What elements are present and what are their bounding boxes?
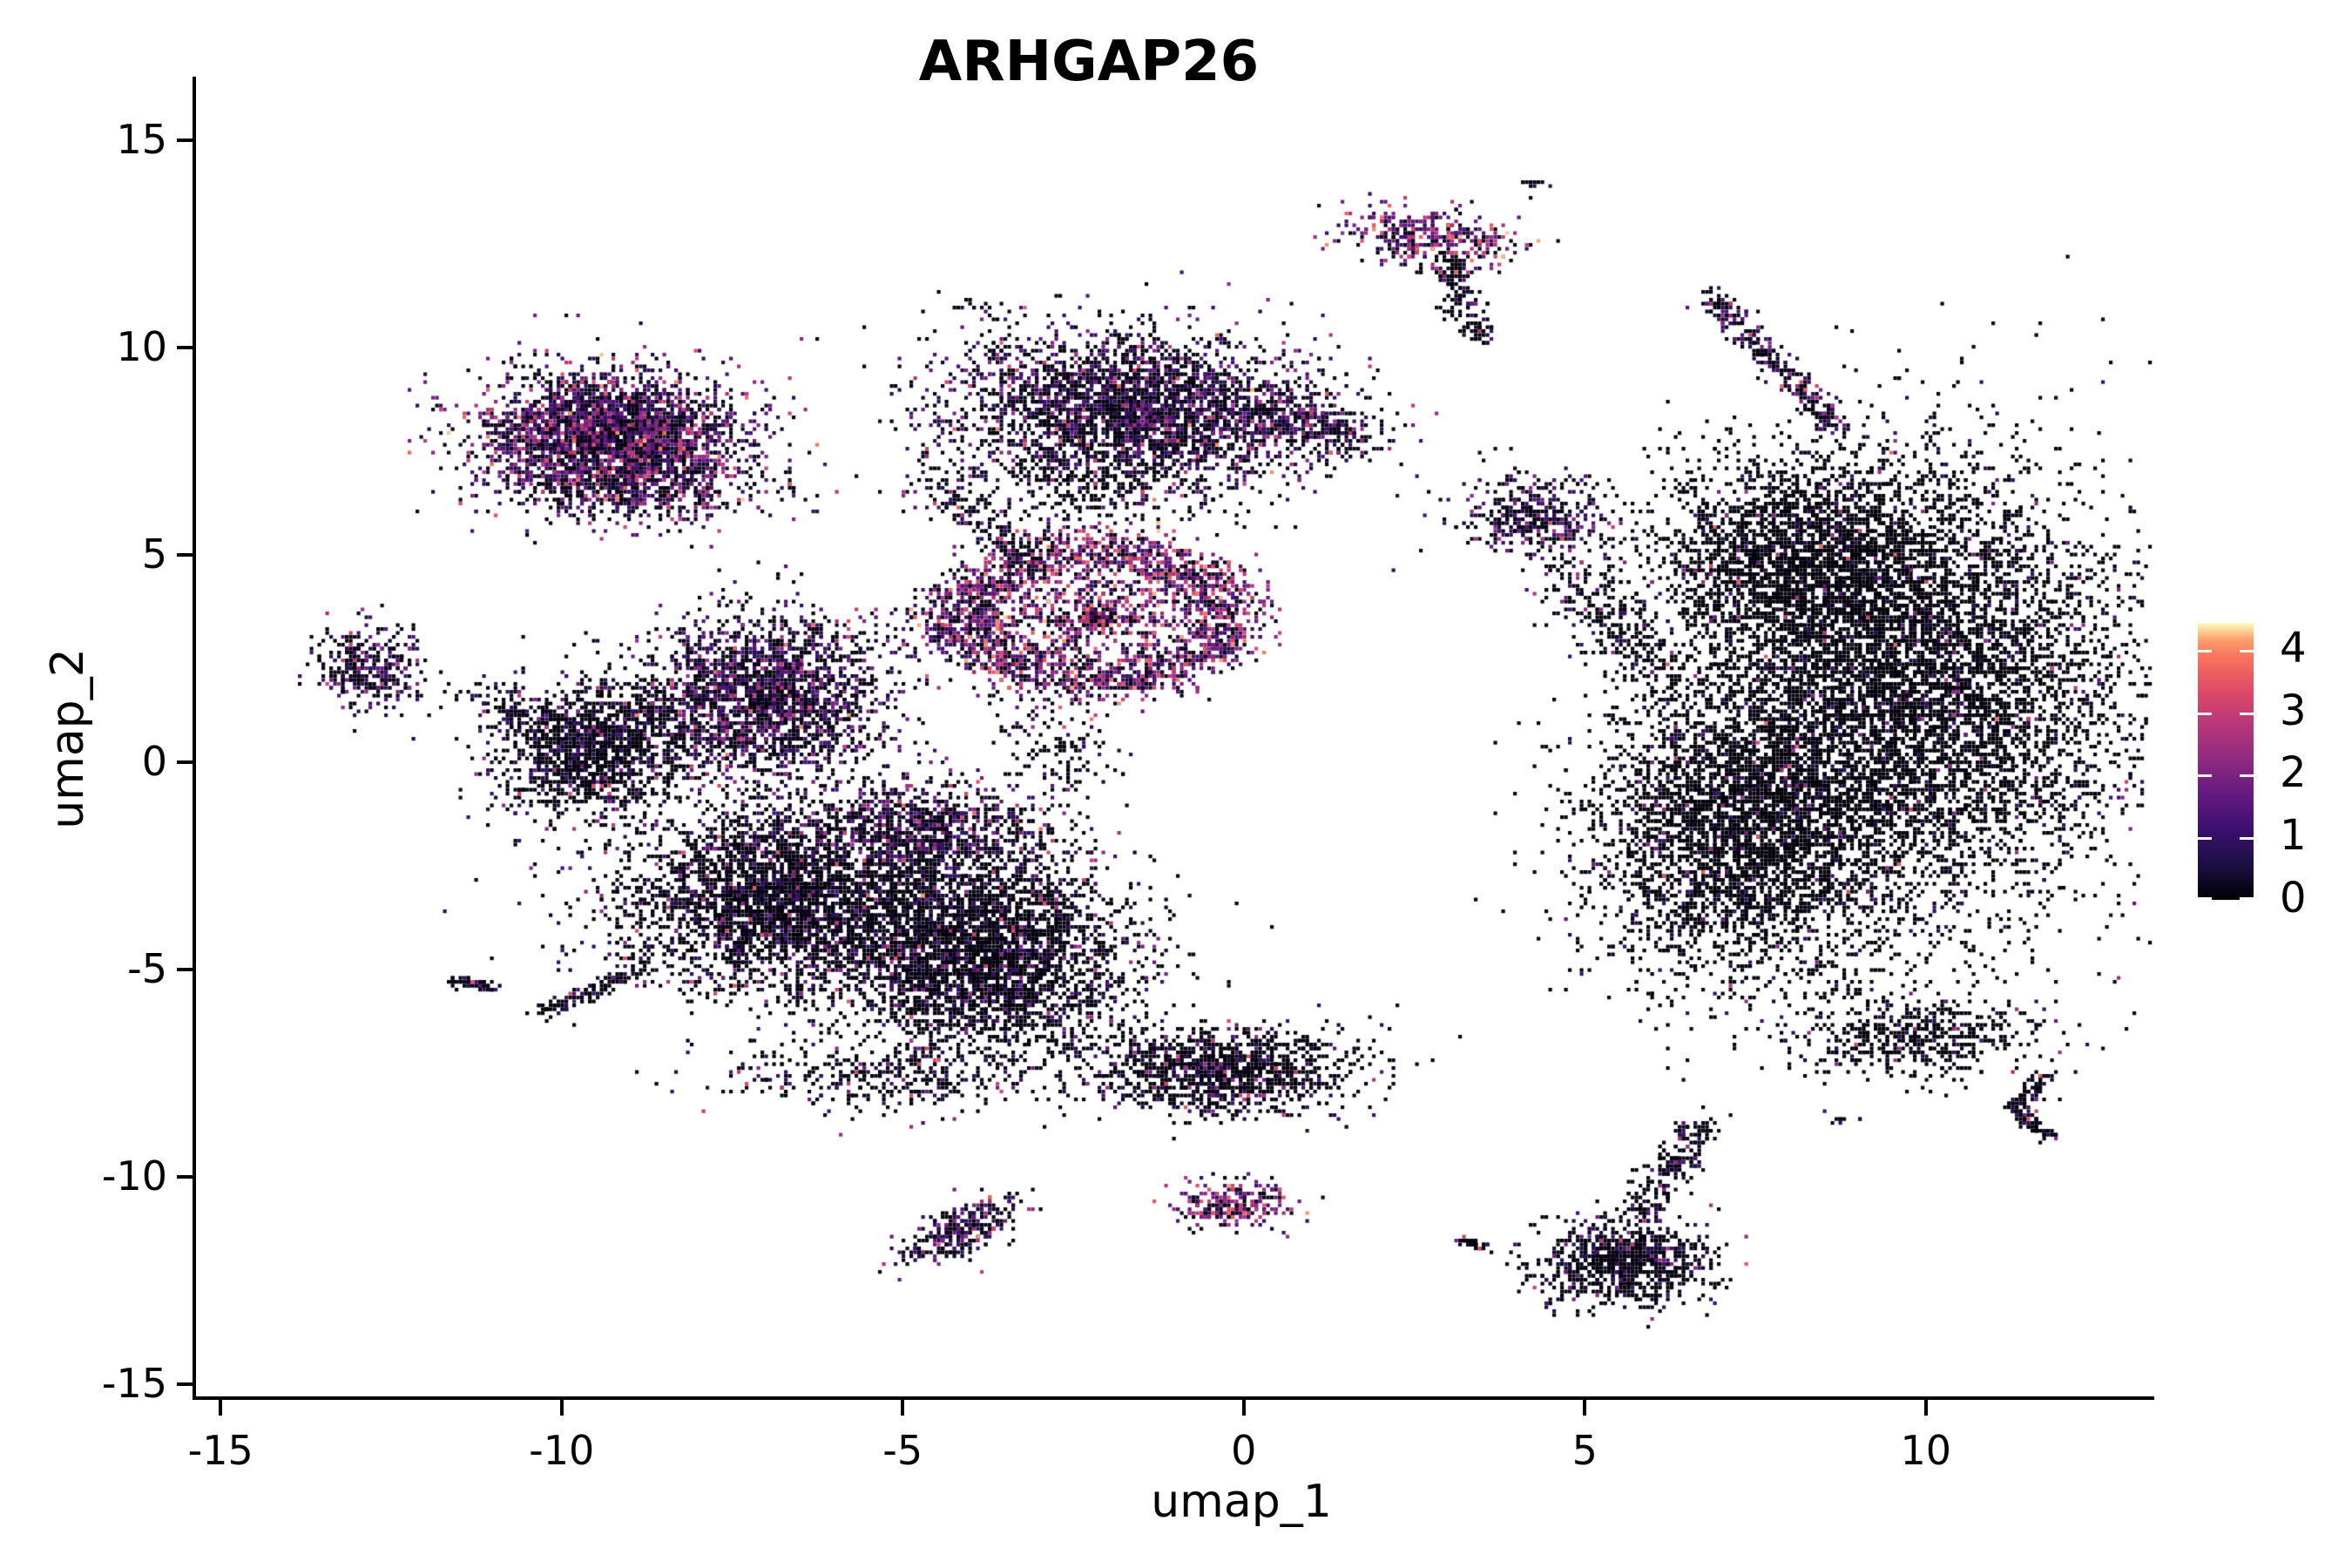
colorbar-tick-mark <box>2198 774 2212 778</box>
x-tick-mark <box>219 1400 223 1416</box>
y-axis-line <box>193 77 196 1400</box>
y-axis-label: umap_2 <box>42 648 94 829</box>
colorbar-tick-label: 1 <box>2280 811 2307 861</box>
colorbar-tick-mark <box>2240 712 2254 715</box>
y-tick-label: 15 <box>116 115 167 163</box>
x-axis-line <box>193 1396 2154 1400</box>
x-tick-label: 0 <box>1231 1427 1257 1474</box>
x-tick-mark <box>1241 1400 1246 1416</box>
y-tick-mark <box>177 345 193 349</box>
colorbar-tick-label: 4 <box>2280 623 2307 672</box>
x-tick-label: -5 <box>882 1427 923 1474</box>
colorbar-tick-mark <box>2240 837 2254 841</box>
y-tick-mark <box>177 138 193 142</box>
colorbar-tick-label: 2 <box>2280 748 2307 798</box>
colorbar-tick-mark <box>2198 712 2212 715</box>
y-tick-label: 10 <box>116 322 167 370</box>
x-tick-mark <box>1923 1400 1928 1416</box>
y-tick-label: -5 <box>127 944 167 992</box>
x-tick-label: 5 <box>1571 1427 1598 1474</box>
colorbar-gradient <box>2198 623 2254 900</box>
colorbar-tick-mark <box>2198 837 2212 841</box>
y-tick-mark <box>177 1174 193 1179</box>
y-tick-label: 5 <box>141 530 167 578</box>
y-tick-mark <box>177 1382 193 1386</box>
x-axis-label: umap_1 <box>1151 1476 1332 1528</box>
colorbar-tick-mark <box>2240 774 2254 778</box>
x-tick-label: -10 <box>529 1427 595 1474</box>
y-tick-label: -10 <box>101 1152 167 1200</box>
colorbar-tick-mark <box>2240 649 2254 652</box>
y-tick-label: -15 <box>101 1359 167 1407</box>
colorbar-tick-mark <box>2240 897 2254 900</box>
colorbar-tick-mark <box>2198 649 2212 652</box>
colorbar-tick-label: 0 <box>2280 874 2307 923</box>
x-tick-mark <box>901 1400 905 1416</box>
y-tick-mark <box>177 760 193 764</box>
x-tick-label: -15 <box>187 1427 253 1474</box>
x-tick-label: 10 <box>1900 1427 1952 1474</box>
colorbar-tick-label: 3 <box>2280 686 2307 735</box>
colorbar-tick-mark <box>2198 897 2212 900</box>
x-tick-mark <box>1583 1400 1587 1416</box>
x-tick-mark <box>559 1400 564 1416</box>
y-tick-mark <box>177 552 193 557</box>
y-tick-mark <box>177 967 193 971</box>
y-tick-label: 0 <box>141 737 167 785</box>
